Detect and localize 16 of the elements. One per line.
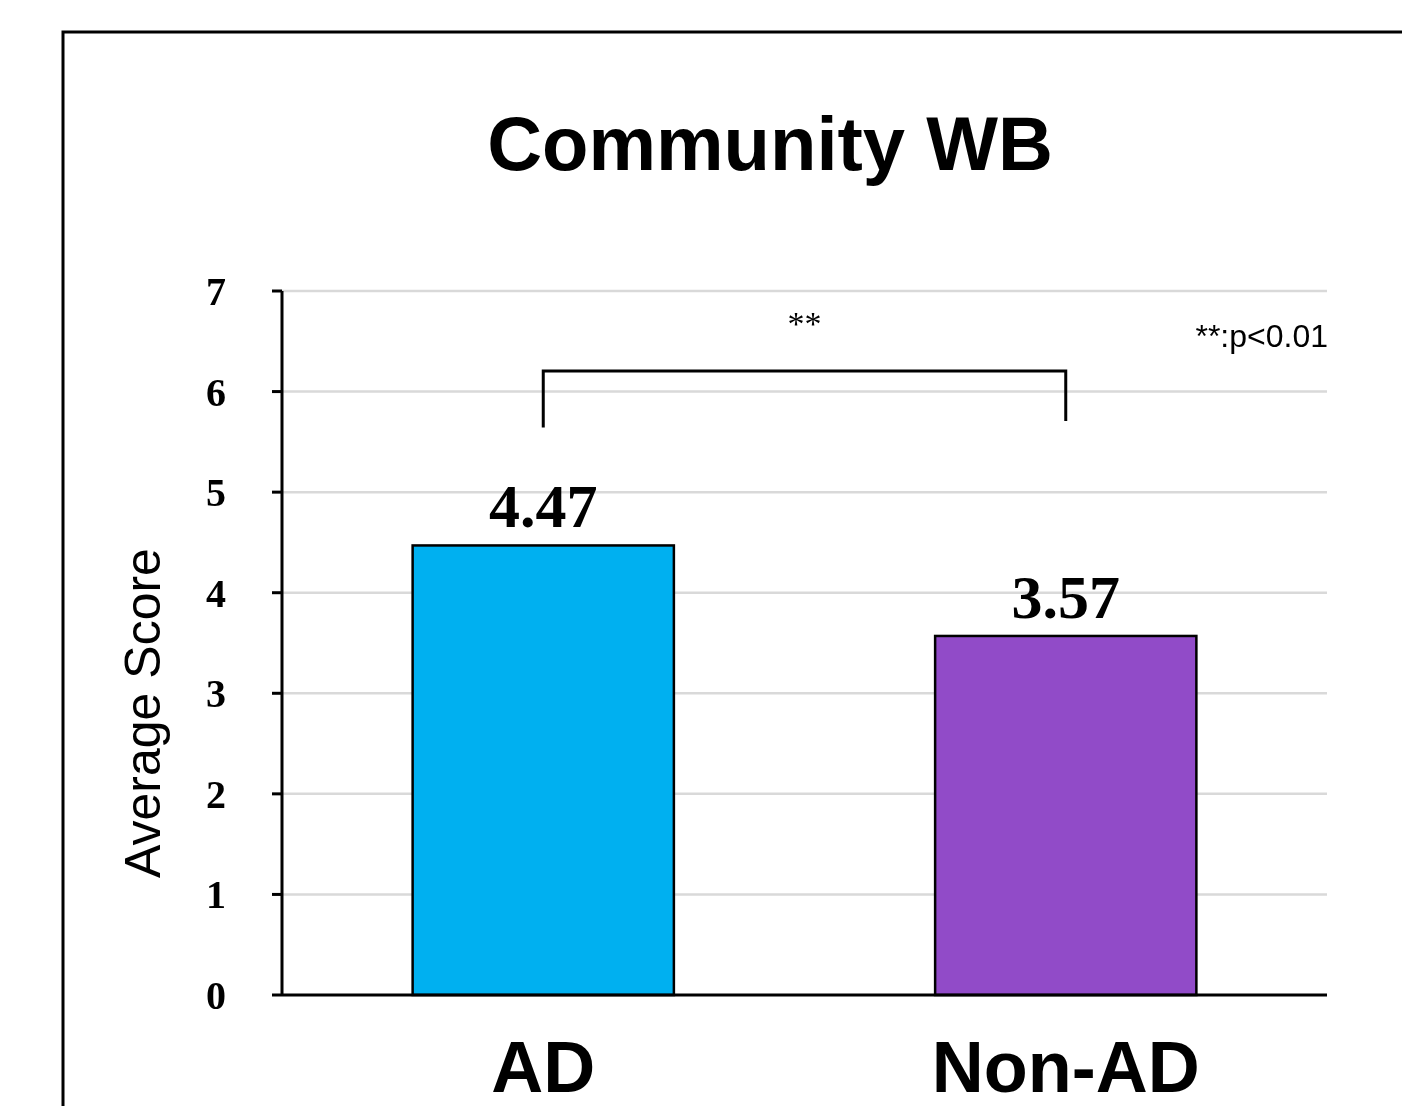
y-tick-label: 2 (206, 771, 226, 817)
y-tick-label: 1 (206, 872, 226, 918)
data-label: 4.47 (489, 472, 598, 541)
chart-title: Community WB (487, 101, 1053, 186)
y-tick-label: 6 (206, 369, 226, 415)
y-tick-label: 7 (206, 269, 226, 314)
annotation: ** (787, 305, 822, 342)
y-tick-label: 3 (206, 671, 226, 717)
y-axis-title: Average Score (115, 548, 171, 878)
y-tick-label: 5 (206, 470, 226, 516)
x-tick-label: AD (491, 1027, 596, 1106)
data-label: 3.57 (1011, 562, 1120, 631)
y-tick-label: 4 (206, 570, 226, 616)
y-tick-label: 0 (206, 973, 226, 1018)
annotation: **:p<0.01 (1195, 318, 1328, 354)
x-tick-label: Non-AD (931, 1027, 1200, 1106)
